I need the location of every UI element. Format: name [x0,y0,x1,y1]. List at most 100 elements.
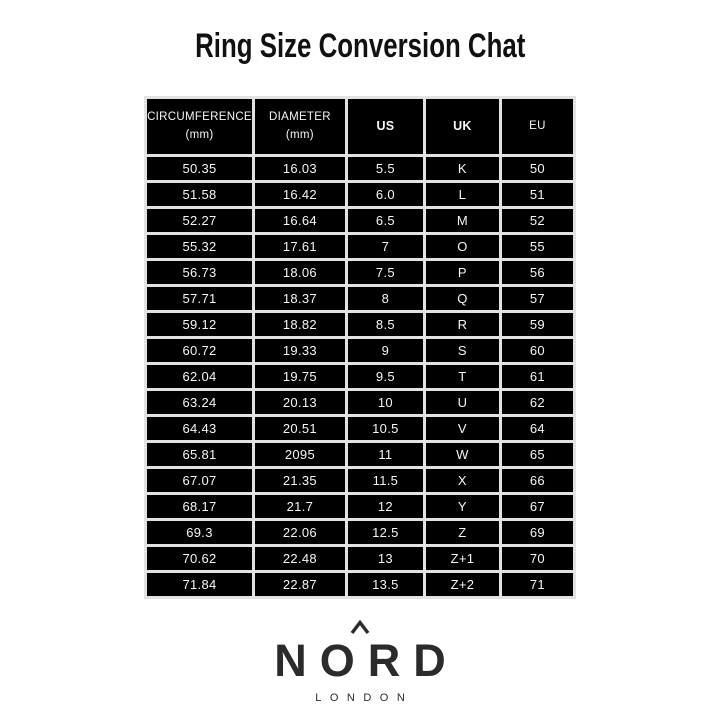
table-row: 57.71 18.37 8 Q 57 [147,287,573,310]
table-cell: 11.5 [347,469,423,492]
table-cell: 71 [501,573,573,596]
table-cell: 5.5 [347,157,423,180]
table-cell: 20.51 [254,417,345,440]
table-cell: 7.5 [347,261,423,284]
column-header-diameter: DIAMETER (mm) [254,99,345,154]
table-cell: 64 [501,417,573,440]
table-cell: 20.13 [254,391,345,414]
table-cell: 57.71 [147,287,252,310]
table-row: 55.32 17.61 7 O 55 [147,235,573,258]
table-cell: 21.35 [254,469,345,492]
table-cell: Z+2 [425,573,499,596]
table-body: 50.35 16.03 5.5 K 50 51.58 16.42 6.0 L 51 52.27 16.… [147,157,573,596]
table-cell: 50.35 [147,157,252,180]
table-cell: 71.84 [147,573,252,596]
table-cell: 18.37 [254,287,345,310]
table-cell: S [425,339,499,362]
table-cell: 61 [501,365,573,388]
table-cell: 6.5 [347,209,423,232]
table-cell: 13.5 [347,573,423,596]
table-row: 56.73 18.06 7.5 P 56 [147,261,573,284]
table-cell: 6.0 [347,183,423,206]
table-cell: 52.27 [147,209,252,232]
table-cell: P [425,261,499,284]
column-header-uk: UK [425,99,499,154]
table-cell: 56 [501,261,573,284]
table-cell: 16.64 [254,209,345,232]
table-cell: 69.3 [147,521,252,544]
table-cell: 50 [501,157,573,180]
table-header-row: CIRCUMFERENCE (mm) DIAMETER (mm) US UK EU [147,99,573,154]
table-cell: 19.33 [254,339,345,362]
table-cell: T [425,365,499,388]
table-cell: 51 [501,183,573,206]
table-cell: 67 [501,495,573,518]
table-cell: 68.17 [147,495,252,518]
table-cell: 9 [347,339,423,362]
table-cell: L [425,183,499,206]
table-row: 51.58 16.42 6.0 L 51 [147,183,573,206]
table-cell: 59 [501,313,573,336]
table-row: 67.07 21.35 11.5 X 66 [147,469,573,492]
table-row: 60.72 19.33 9 S 60 [147,339,573,362]
table-cell: Z+1 [425,547,499,570]
table-cell: 22.06 [254,521,345,544]
table-row: 64.43 20.51 10.5 V 64 [147,417,573,440]
table-cell: 18.82 [254,313,345,336]
table-cell: 52 [501,209,573,232]
table-cell: U [425,391,499,414]
table-cell: 51.58 [147,183,252,206]
table-cell: 7 [347,235,423,258]
table-row: 63.24 20.13 10 U 62 [147,391,573,414]
table-row: 71.84 22.87 13.5 Z+2 71 [147,573,573,596]
table-cell: 65.81 [147,443,252,466]
table-cell: 59.12 [147,313,252,336]
page-title: Ring Size Conversion Chat [0,0,720,66]
page-title-text: Ring Size Conversion Chat [194,27,526,65]
column-header-us: US [347,99,423,154]
table-row: 52.27 16.64 6.5 M 52 [147,209,573,232]
table-cell: 62 [501,391,573,414]
table-cell: W [425,443,499,466]
table-cell: 62.04 [147,365,252,388]
table-cell: 21.7 [254,495,345,518]
table-cell: Q [425,287,499,310]
table-cell: 60 [501,339,573,362]
table-cell: 16.42 [254,183,345,206]
brand-logo: NORD LONDON [0,620,720,704]
column-header-unit: (mm) [285,128,314,141]
table-cell: 63.24 [147,391,252,414]
table-cell: 70.62 [147,547,252,570]
table-cell: 8.5 [347,313,423,336]
table-cell: 70 [501,547,573,570]
table-header-row: CIRCUMFERENCE (mm) DIAMETER (mm) US UK EU [147,99,573,154]
table-cell: O [425,235,499,258]
table-cell: 9.5 [347,365,423,388]
table-cell: 10 [347,391,423,414]
table-cell: 19.75 [254,365,345,388]
table-cell: 69 [501,521,573,544]
table-cell: 8 [347,287,423,310]
table-cell: 12 [347,495,423,518]
table-cell: 60.72 [147,339,252,362]
table-cell: Z [425,521,499,544]
table-cell: 17.61 [254,235,345,258]
table-cell: K [425,157,499,180]
table-cell: 55.32 [147,235,252,258]
table-cell: 16.03 [254,157,345,180]
table-cell: 56.73 [147,261,252,284]
table-cell: M [425,209,499,232]
table-cell: 11 [347,443,423,466]
table-row: 70.62 22.48 13 Z+1 70 [147,547,573,570]
table-cell: 2095 [254,443,345,466]
table-cell: X [425,469,499,492]
table-cell: Y [425,495,499,518]
ring-size-table: CIRCUMFERENCE (mm) DIAMETER (mm) US UK EU 50.3… [144,96,576,599]
table-cell: 64.43 [147,417,252,440]
column-header-circumference: CIRCUMFERENCE (mm) [147,99,252,154]
table-cell: 67.07 [147,469,252,492]
table-row: 65.81 2095 11 W 65 [147,443,573,466]
table-cell: 22.48 [254,547,345,570]
table-row: 50.35 16.03 5.5 K 50 [147,157,573,180]
